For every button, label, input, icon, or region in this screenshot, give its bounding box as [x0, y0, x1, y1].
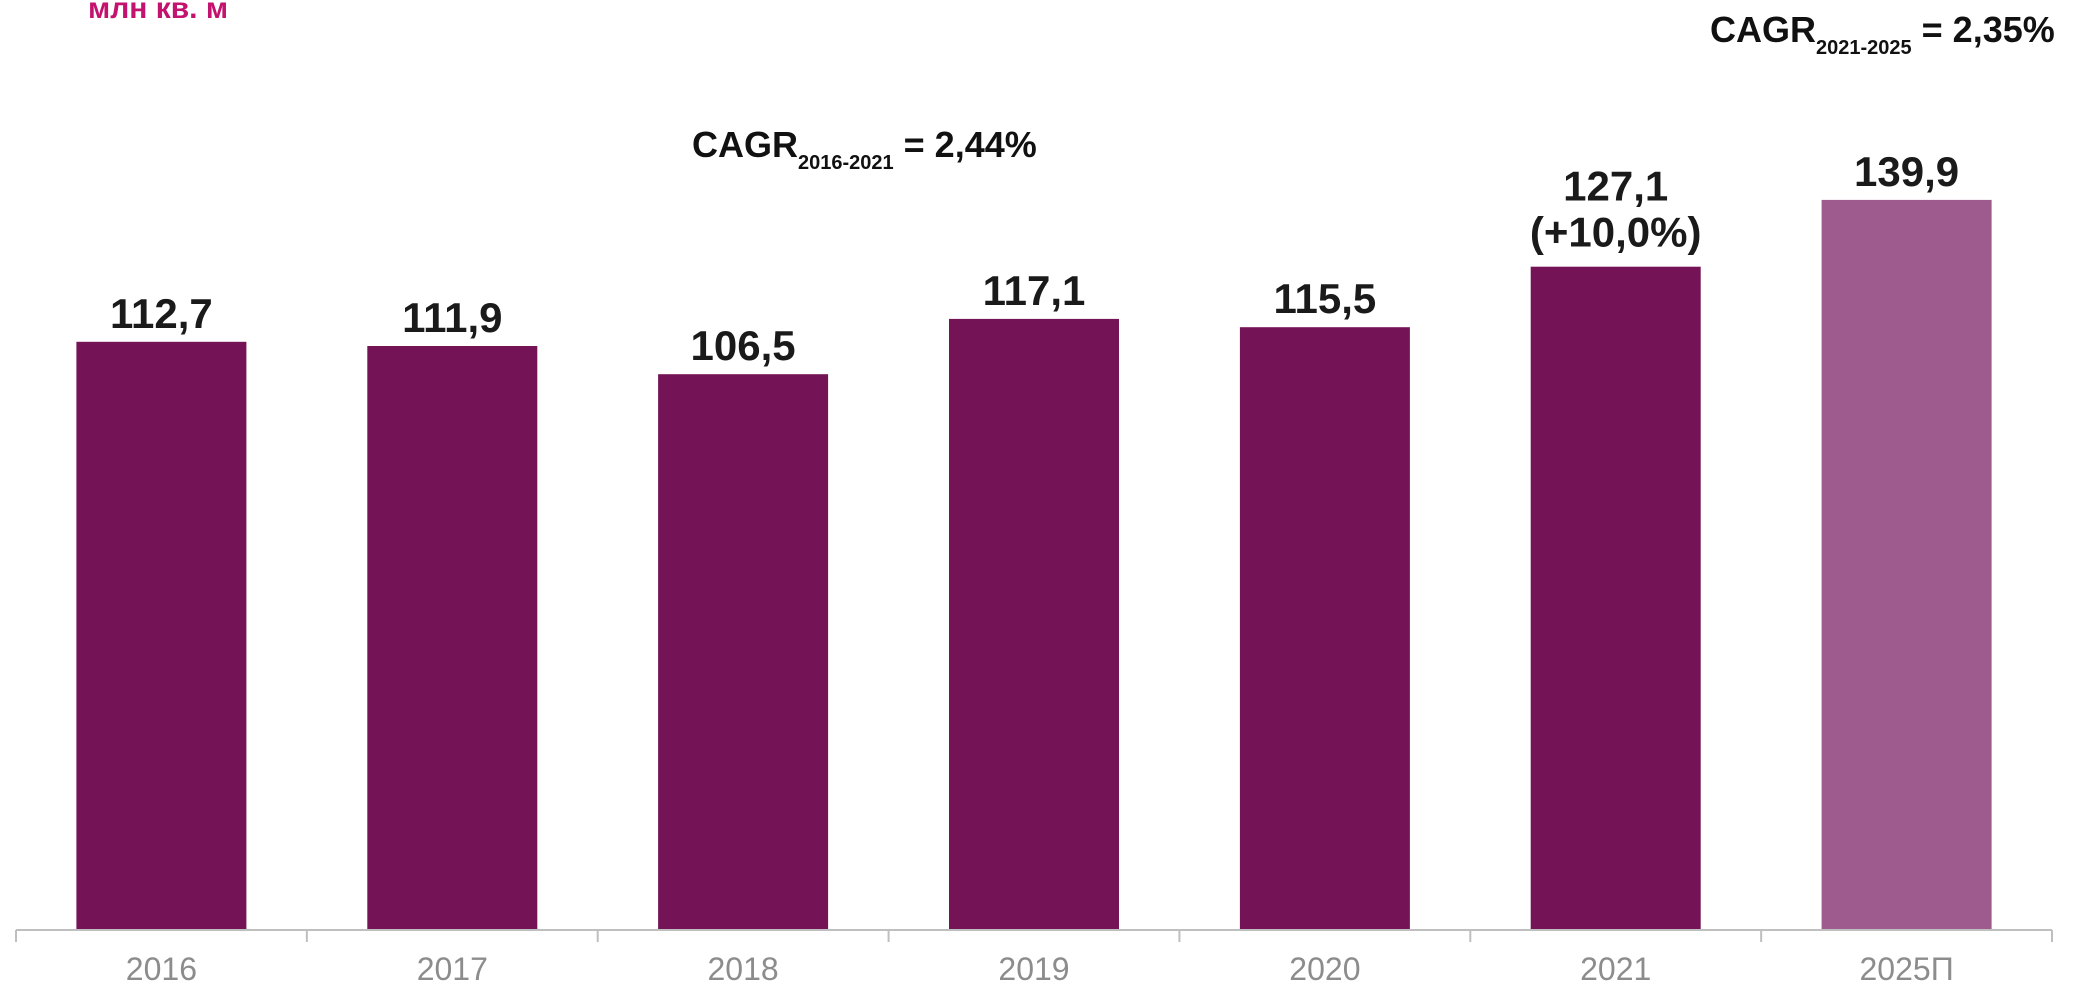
x-tick-label-2025П: 2025П — [1860, 951, 1954, 987]
value-label-2019: 117,1 — [983, 267, 1086, 314]
x-tick-label-2016: 2016 — [126, 951, 197, 987]
value-label-2025П: 139,9 — [1854, 148, 1959, 195]
cagr-annotation-2021-2025: CAGR2021-2025 = 2,35% — [1710, 9, 2055, 59]
cagr-suffix: = 2,35% — [1912, 9, 2055, 50]
value-label-2017: 111,9 — [402, 294, 502, 341]
value-label-2021: 127,1 — [1563, 163, 1668, 210]
cagr-subscript: 2021-2025 — [1816, 37, 1912, 59]
x-tick-label-2017: 2017 — [417, 951, 488, 987]
cagr-subscript: 2016-2021 — [798, 152, 894, 174]
x-tick-label-2019: 2019 — [998, 951, 1069, 987]
bar-2025П — [1821, 199, 1992, 930]
cagr-prefix: CAGR — [1710, 9, 1816, 50]
bar-2019 — [949, 318, 1119, 930]
bar-2018 — [658, 374, 829, 930]
x-tick-label-2020: 2020 — [1289, 951, 1360, 987]
bars-group — [76, 199, 1992, 930]
bar-2016 — [76, 341, 247, 930]
cagr-suffix: = 2,44% — [894, 124, 1037, 165]
x-axis: 2016 2017 2018 2019 2020 2021 2025П — [15, 929, 2053, 987]
value-label-2016: 112,7 — [110, 290, 213, 337]
unit-label: млн кв. м — [88, 0, 228, 25]
value-labels-group: 112,7 111,9 106,5 117,1 115,5 (+10,0%)127,1 13… — [110, 148, 1959, 369]
bar-2020 — [1239, 327, 1410, 930]
x-tick-label-2018: 2018 — [708, 951, 779, 987]
x-tick-label-2021: 2021 — [1580, 951, 1651, 987]
bar-2017 — [367, 346, 538, 930]
cagr-prefix: CAGR — [692, 124, 798, 165]
change-label-2021: (+10,0%) — [1530, 209, 1702, 256]
value-label-2020: 115,5 — [1274, 275, 1377, 322]
cagr-annotation-2016-2021: CAGR2016-2021 = 2,44% — [692, 124, 1037, 174]
value-label-2018: 106,5 — [691, 322, 796, 369]
bar-2021 — [1530, 266, 1701, 930]
